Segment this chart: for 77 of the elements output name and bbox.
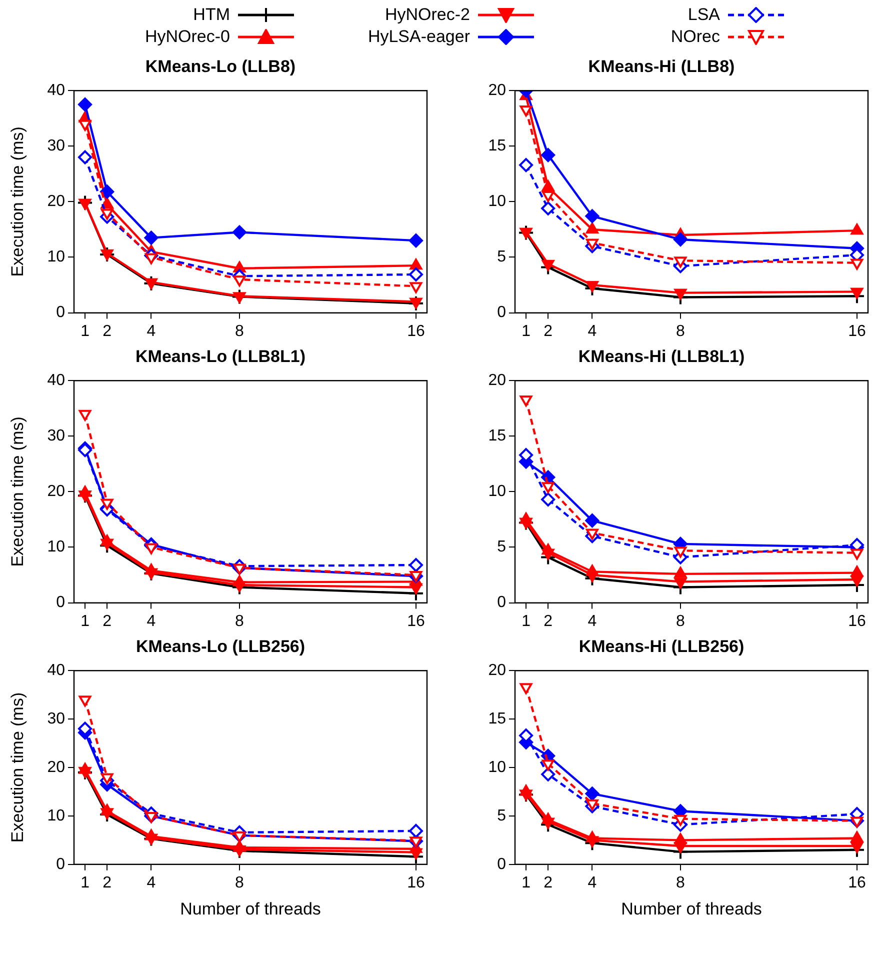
legend-label: NOrec <box>670 27 720 47</box>
x-tick-label: 16 <box>407 874 425 892</box>
chart-title: KMeans-Hi (LLB8L1) <box>577 346 746 368</box>
x-tick-label: 16 <box>407 322 425 340</box>
x-tick-label: 8 <box>676 874 686 892</box>
y-tick-label: 0 <box>497 856 506 873</box>
y-tick-label: 20 <box>488 662 506 680</box>
x-tick-label: 8 <box>676 612 686 630</box>
x-tick-label: 1 <box>522 612 531 630</box>
x-tick-label: 16 <box>848 322 866 340</box>
x-tick-label: 1 <box>522 322 531 340</box>
y-tick-label: 10 <box>47 538 66 556</box>
y-tick-label: 0 <box>497 594 506 612</box>
y-tick-label: 5 <box>497 538 506 556</box>
x-tick-label: 8 <box>235 322 244 340</box>
y-tick-label: 30 <box>47 138 66 155</box>
x-tick-label: 2 <box>544 874 553 892</box>
y-axis-title: Execution time (ms) <box>8 416 27 567</box>
legend-label: HyNOrec-0 <box>144 27 230 47</box>
legend-label: HTM <box>193 5 230 25</box>
x-tick-label: 8 <box>676 322 686 340</box>
y-tick-label: 0 <box>497 304 506 322</box>
y-tick-label: 15 <box>488 710 506 728</box>
y-tick-label: 30 <box>47 710 66 728</box>
y-tick-label: 0 <box>56 304 66 322</box>
x-tick-label: 4 <box>588 874 597 892</box>
x-tick-label: 1 <box>80 322 90 340</box>
legend-label: HyNOrec-2 <box>384 5 470 25</box>
y-axis-title: Execution time (ms) <box>8 692 27 843</box>
x-tick-label: 2 <box>102 874 112 892</box>
y-tick-label: 10 <box>488 193 506 210</box>
y-tick-label: 30 <box>47 428 66 445</box>
y-tick-label: 20 <box>47 193 66 210</box>
x-tick-label: 2 <box>544 612 553 630</box>
y-tick-label: 5 <box>497 807 506 824</box>
x-tick-label: 1 <box>80 612 90 630</box>
y-tick-label: 20 <box>488 82 506 100</box>
x-tick-label: 4 <box>146 322 156 340</box>
x-axis-title: Number of threads <box>180 899 321 918</box>
y-tick-label: 15 <box>488 138 506 155</box>
y-tick-label: 10 <box>47 807 66 824</box>
y-tick-label: 10 <box>488 483 506 500</box>
x-tick-label: 16 <box>848 874 866 892</box>
y-tick-label: 40 <box>47 82 66 100</box>
x-tick-label: 1 <box>80 874 90 892</box>
chart-title: KMeans-Lo (LLB256) <box>134 636 306 658</box>
x-tick-label: 8 <box>235 612 244 630</box>
chart-title: KMeans-Hi (LLB8) <box>587 56 736 78</box>
x-tick-label: 2 <box>102 322 112 340</box>
x-tick-label: 16 <box>407 612 425 630</box>
y-tick-label: 20 <box>47 758 66 776</box>
x-tick-label: 4 <box>146 874 156 892</box>
x-axis-title: Number of threads <box>621 899 762 918</box>
y-tick-label: 5 <box>497 248 506 266</box>
legend-label: LSA <box>688 5 720 25</box>
x-tick-label: 4 <box>588 322 597 340</box>
x-tick-label: 4 <box>588 612 597 630</box>
y-tick-label: 10 <box>47 248 66 266</box>
x-tick-label: 16 <box>848 612 866 630</box>
y-axis-title: Execution time (ms) <box>8 126 27 277</box>
chart-title: KMeans-Hi (LLB256) <box>578 636 746 658</box>
legend-label: HyLSA-eager <box>368 27 470 47</box>
y-tick-label: 0 <box>56 594 66 612</box>
y-tick-label: 0 <box>56 856 66 873</box>
y-tick-label: 15 <box>488 428 506 445</box>
y-tick-label: 40 <box>47 662 66 680</box>
x-tick-label: 1 <box>522 874 531 892</box>
y-tick-label: 10 <box>488 758 506 776</box>
x-tick-label: 2 <box>544 322 553 340</box>
x-tick-label: 2 <box>102 612 112 630</box>
y-tick-label: 20 <box>488 372 506 390</box>
chart-title: KMeans-Lo (LLB8L1) <box>134 346 306 368</box>
x-tick-label: 4 <box>146 612 156 630</box>
chart-title: KMeans-Lo (LLB8) <box>144 56 297 78</box>
y-tick-label: 40 <box>47 372 66 390</box>
y-tick-label: 20 <box>47 483 66 500</box>
x-tick-label: 8 <box>235 874 244 892</box>
